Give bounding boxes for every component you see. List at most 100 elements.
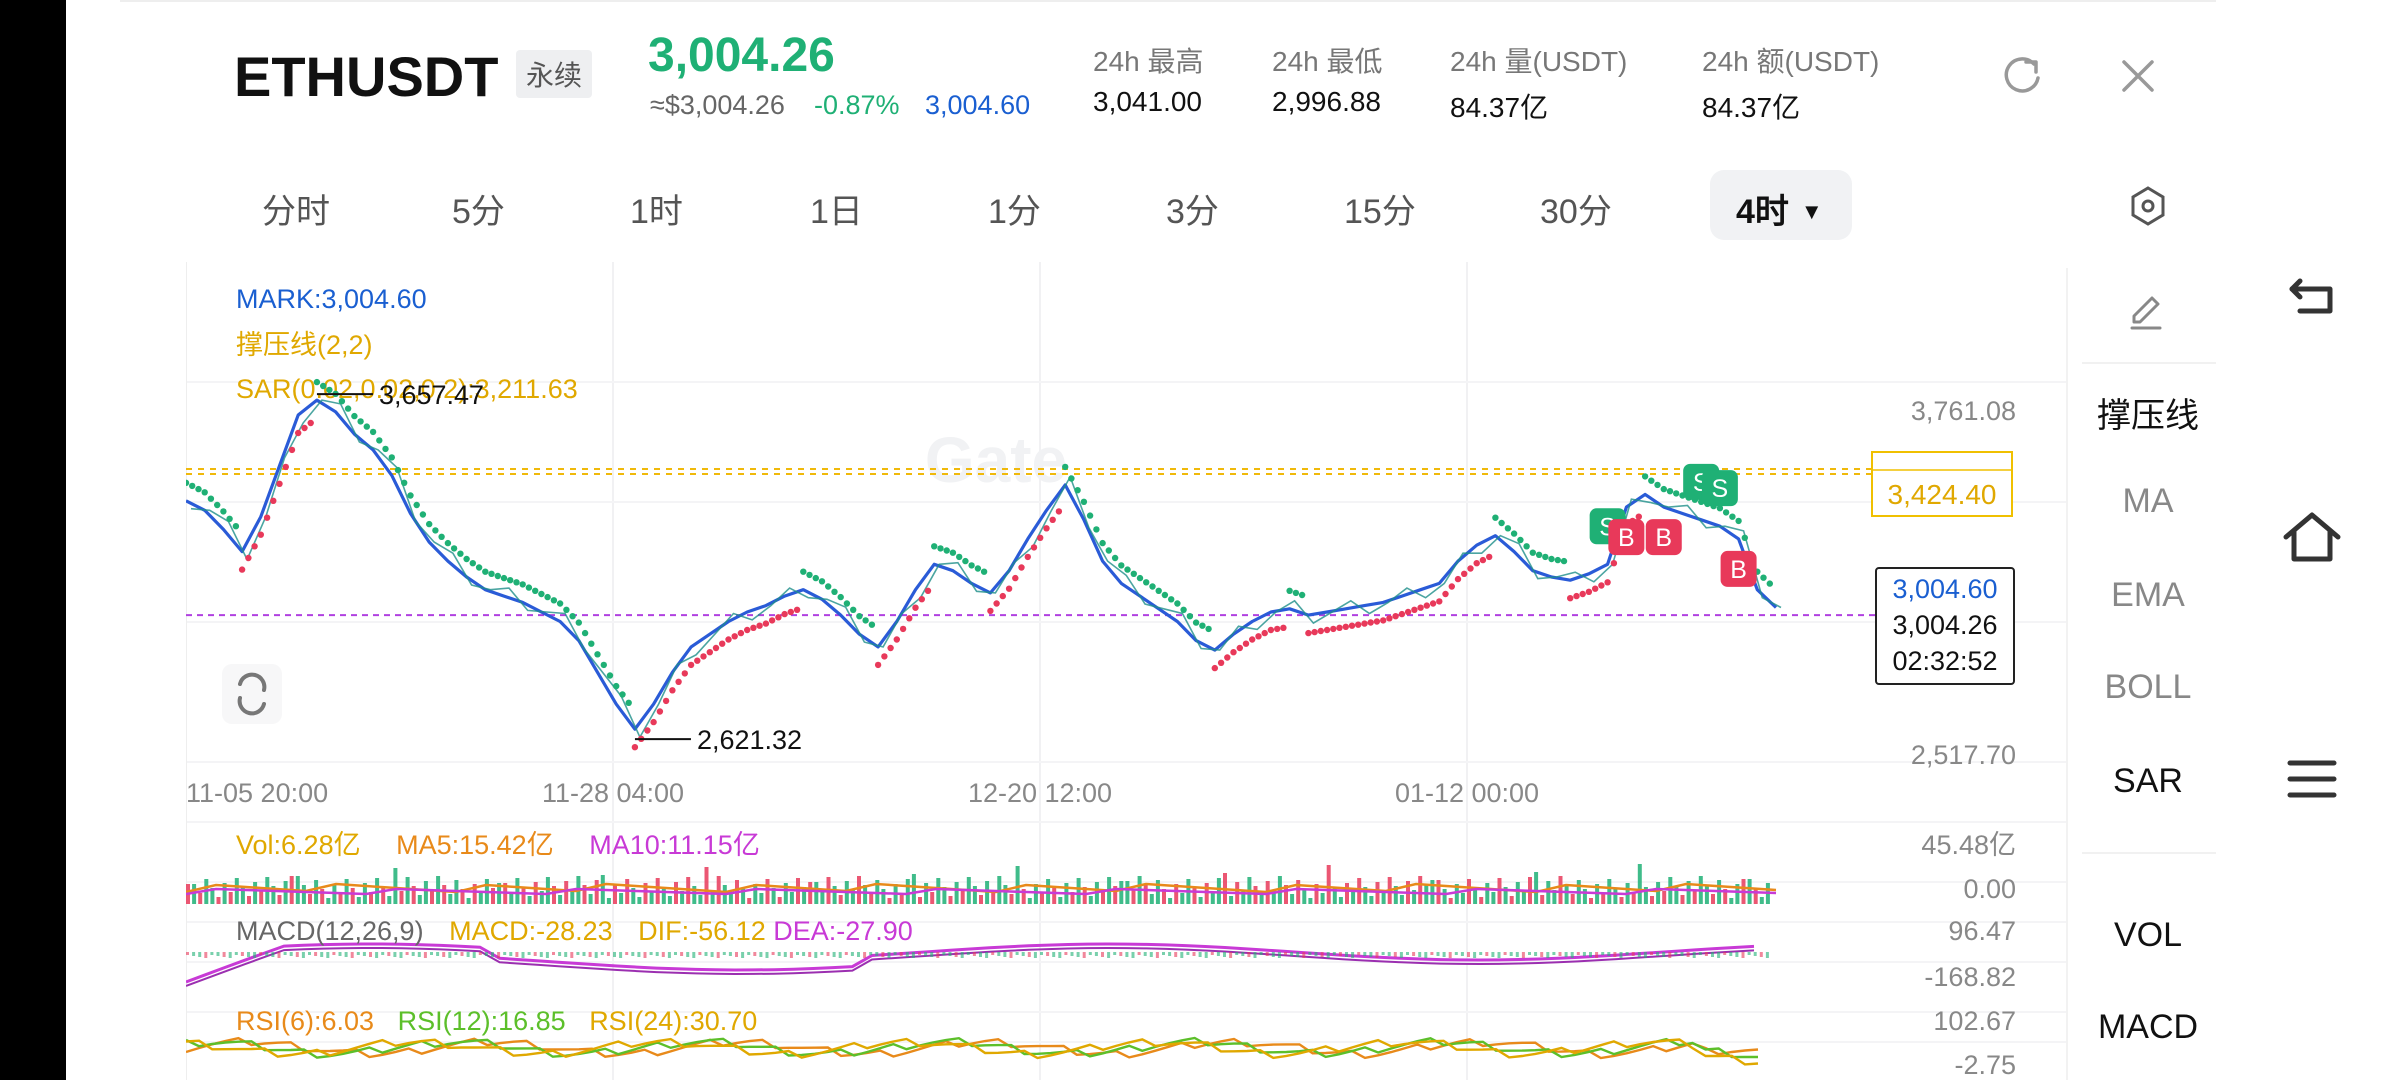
sar-dot	[1311, 628, 1318, 636]
volume-bar	[1369, 896, 1374, 904]
macd-bar	[741, 952, 745, 958]
macd-bar	[1040, 952, 1043, 955]
volume-bar	[210, 888, 215, 904]
sar-dot	[1504, 525, 1512, 532]
sar-dot	[401, 479, 408, 486]
macd-bar	[1082, 952, 1086, 958]
volume-bar	[979, 895, 983, 904]
tab-timeframe[interactable]: 3分	[1166, 193, 1219, 231]
sar-dot	[1118, 562, 1125, 569]
macd-bar	[1723, 952, 1727, 955]
sar-dot	[432, 527, 439, 534]
volume-bar	[423, 881, 428, 904]
macd-bar	[1576, 952, 1580, 955]
volume-bar	[1399, 895, 1404, 904]
vol-y-bottom: 0.00	[1963, 874, 2016, 904]
sar-dot	[768, 617, 776, 624]
tab-timeframe-active[interactable]	[1710, 170, 1852, 240]
menu-button[interactable]	[2216, 734, 2408, 824]
hexagon-settings-icon[interactable]	[2126, 184, 2170, 228]
macd-bar	[844, 952, 848, 955]
volume-bar	[972, 886, 977, 904]
last-price-label: 3,004.26	[1892, 610, 1997, 640]
tab-timeframe[interactable]: 1分	[988, 193, 1041, 231]
indicator-boll[interactable]: BOLL	[2104, 668, 2192, 706]
indicator-sr[interactable]: 撑压线	[2097, 397, 2199, 435]
back-button[interactable]	[2216, 252, 2408, 342]
macd-bar	[1589, 952, 1592, 957]
sar-dot	[1367, 619, 1374, 626]
volume-bar	[1082, 887, 1087, 904]
volume-bar	[954, 882, 959, 904]
volume-bar	[631, 888, 636, 904]
sar-dot	[1673, 490, 1680, 497]
refresh-icon[interactable]	[2000, 54, 2044, 98]
macd-bar	[1759, 952, 1763, 957]
macd-bar	[704, 952, 708, 956]
macd-bar	[631, 952, 635, 956]
macd-bar	[1704, 952, 1708, 956]
sar-dot	[463, 555, 470, 563]
grid-lines	[186, 262, 2066, 1080]
sar-dot	[837, 593, 844, 601]
sar-dot	[831, 588, 838, 595]
volume-bar	[777, 897, 782, 904]
macd-bar	[948, 952, 952, 956]
macd-bar	[649, 952, 653, 955]
macd-bar	[1198, 952, 1202, 957]
volume-bar	[1027, 898, 1032, 904]
macd-bar	[1223, 952, 1226, 957]
volume-bar	[1119, 881, 1124, 904]
sar-dot	[1236, 644, 1244, 652]
indicator-ema[interactable]: EMA	[2111, 576, 2185, 614]
pencil-icon[interactable]	[2126, 292, 2166, 332]
sar-dot	[588, 640, 595, 647]
chart-area[interactable]: Gate MARK:3,004.60 撑压线(2,2) SAR(0.02,0.0…	[186, 262, 2072, 1080]
macd-bar	[1326, 952, 1330, 958]
sar-dot	[1124, 566, 1131, 573]
sar-dot	[457, 550, 464, 557]
tab-timeframe[interactable]: 30分	[1540, 193, 1612, 231]
sar-dot	[1099, 539, 1106, 547]
macd-bar	[1479, 952, 1483, 955]
indicator-ma[interactable]: MA	[2122, 482, 2174, 520]
contract-type-badge: 永续	[516, 50, 593, 98]
macd-bar	[1515, 952, 1519, 957]
sar-dot	[1760, 574, 1767, 581]
indicator-sar[interactable]: SAR	[2113, 762, 2183, 800]
volume-bar	[863, 885, 868, 904]
macd-bar	[1747, 952, 1751, 955]
sar-dot	[550, 597, 558, 604]
menu-icon	[2287, 760, 2337, 798]
volume-bar	[521, 887, 526, 904]
tab-timeframe[interactable]: 分时	[262, 193, 330, 231]
volume-bar	[960, 891, 965, 904]
indicator-macd[interactable]: MACD	[2097, 1008, 2199, 1046]
tab-timeframe[interactable]: 5分	[452, 193, 505, 231]
sar-dot	[1292, 589, 1300, 597]
home-button[interactable]	[2216, 492, 2408, 582]
sar-dot	[232, 523, 240, 530]
legend-mark: MARK:3,004.60	[236, 284, 427, 314]
indicator-vol[interactable]: VOL	[2113, 916, 2183, 954]
reset-view-icon[interactable]	[222, 664, 282, 724]
volume-bar	[539, 891, 544, 904]
volume-bar	[759, 893, 764, 904]
tab-timeframe[interactable]: 1日	[810, 193, 863, 231]
macd-bar	[1534, 952, 1538, 956]
close-icon[interactable]	[2116, 54, 2160, 98]
tab-timeframe[interactable]: 15分	[1344, 193, 1416, 231]
last-price: 3,004.26	[648, 29, 835, 82]
symbol-title[interactable]: ETHUSDT	[234, 45, 499, 108]
sar-dot	[1598, 582, 1605, 589]
sar-dot	[263, 514, 271, 521]
volume-bar	[253, 882, 258, 904]
sar-dot	[538, 590, 545, 598]
volume-bar	[1174, 884, 1179, 904]
sar-dot	[1336, 624, 1343, 631]
macd-bar	[1015, 952, 1019, 955]
tab-timeframe[interactable]: 1时	[630, 193, 683, 231]
sar-dot	[1648, 477, 1655, 484]
macd-bar	[820, 952, 824, 955]
macd-bar	[930, 952, 934, 957]
